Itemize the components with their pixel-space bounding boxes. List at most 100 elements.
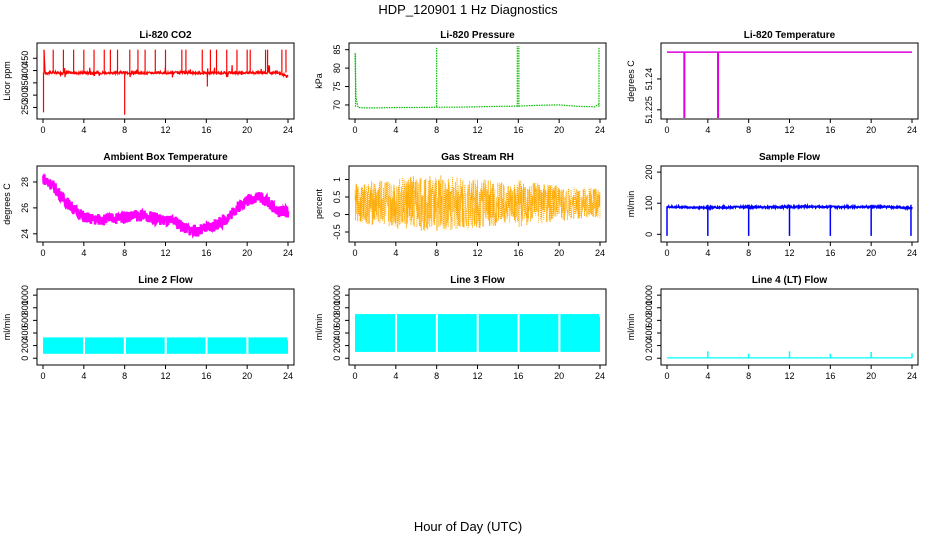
panel-9: Line 4 (LT) Flow ml/min 0 4 8 12 16 20 24 0 200400… [626,275,919,381]
y-tick-label: 800 [332,300,342,315]
series-band [354,175,601,232]
x-tick-label: 0 [40,371,45,381]
x-tick-label: 12 [784,371,794,381]
x-tick-label: 4 [393,248,398,258]
x-tick-label: 0 [352,125,357,135]
y-tick-label: 400 [20,325,30,340]
panel-3: Li-820 Temperature degrees C 0 4 8 12 16 20 24 51… [626,30,919,135]
x-tick-label: 12 [784,125,794,135]
x-tick-label: 24 [595,248,605,258]
panel-title: Sample Flow [759,152,820,163]
y-axis-label: ml/min [2,314,12,341]
y-tick-label: 100 [644,196,654,211]
y-tick-label: 450 [20,51,30,66]
x-tick-label: 20 [554,125,564,135]
y-tick-label: 200 [644,338,654,353]
x-tick-label: 16 [201,371,211,381]
y-axis-label: ml/min [314,314,324,341]
x-tick-label: 24 [283,125,293,135]
x-tick-label: 20 [554,248,564,258]
x-tick-label: 8 [746,371,751,381]
y-tick-label: 800 [20,300,30,315]
x-tick-label: 8 [122,125,127,135]
x-tick-label: 16 [513,125,523,135]
x-tick-label: 24 [595,371,605,381]
y-tick-label: 200 [644,165,654,180]
x-tick-label: 0 [352,248,357,258]
x-tick-label: 16 [825,371,835,381]
x-tick-label: 8 [746,248,751,258]
x-tick-label: 12 [472,371,482,381]
panel-4: Ambient Box Temperature degrees C 0 4 8 12 16 2… [2,152,295,258]
x-tick-label: 16 [513,248,523,258]
y-axis-label: Licor ppm [2,61,12,101]
x-tick-label: 8 [746,125,751,135]
y-tick-label: 300 [20,88,30,103]
x-tick-label: 24 [907,125,917,135]
x-tick-label: 20 [242,125,252,135]
x-tick-label: 8 [122,371,127,381]
y-tick-label: 0 [332,212,342,217]
x-tick-label: 0 [40,125,45,135]
panel-5: Gas Stream RH percent 0 4 8 12 16 20 24 -0.5 0 0.5 1 [314,152,607,258]
x-tick-label: 20 [866,371,876,381]
panel-title: Li-820 Temperature [744,30,836,41]
y-tick-label: 400 [644,325,654,340]
x-tick-label: 16 [825,248,835,258]
y-tick-label: 75 [332,82,342,92]
x-tick-label: 8 [434,125,439,135]
x-tick-label: 20 [242,248,252,258]
plot-frame [660,42,919,120]
series-band [41,173,290,239]
y-axis-label: percent [314,188,324,219]
y-tick-label: 200 [332,338,342,353]
y-tick-label: 400 [20,63,30,78]
y-tick-label: 24 [20,229,30,239]
series-block [85,337,124,354]
x-tick-label: 0 [664,371,669,381]
y-axis-label: degrees C [626,60,636,102]
x-tick-label: 0 [664,248,669,258]
y-tick-label: 85 [332,45,342,55]
y-axis-label: ml/min [626,191,636,218]
panel-title: Gas Stream RH [441,152,514,163]
y-tick-label: 1000 [20,285,30,305]
x-tick-label: 12 [160,248,170,258]
y-tick-label: 600 [332,313,342,328]
x-tick-label: 4 [81,371,86,381]
x-tick-label: 8 [122,248,127,258]
y-tick-label: 70 [332,100,342,110]
y-tick-label: 800 [644,300,654,315]
panel-7: Line 2 Flow ml/min 0 4 8 12 16 20 24 0 20040060080… [2,275,295,381]
x-tick-label: 0 [40,248,45,258]
y-axis-label: kPa [314,73,324,89]
y-axis-label: ml/min [626,314,636,341]
y-tick-label: 80 [332,63,342,73]
x-tick-label: 0 [664,125,669,135]
x-tick-label: 20 [242,371,252,381]
series-block [560,314,600,352]
series-block [519,314,559,352]
y-tick-label: 600 [644,313,654,328]
panel-title: Line 3 Flow [450,275,505,286]
figure-title: HDP_120901 1 Hz Diagnostics [378,2,558,17]
x-tick-label: 24 [907,248,917,258]
x-tick-label: 12 [160,371,170,381]
x-tick-label: 4 [705,371,710,381]
x-tick-label: 12 [472,125,482,135]
series-block [43,337,84,354]
x-tick-label: 4 [81,125,86,135]
x-tick-label: 12 [160,125,170,135]
series-line [354,53,601,109]
panel-title: Line 4 (LT) Flow [752,275,828,286]
x-tick-label: 8 [434,248,439,258]
x-tick-label: 4 [705,125,710,135]
panel-title: Li-820 Pressure [440,30,515,41]
x-tick-label: 8 [434,371,439,381]
x-tick-label: 4 [81,248,86,258]
series-block [166,337,206,354]
y-tick-label: 400 [332,325,342,340]
y-tick-label: -0.5 [332,224,342,240]
panel-2: Li-820 Pressure kPa 0 4 8 12 16 20 24 70 75 80 85 [314,30,607,135]
